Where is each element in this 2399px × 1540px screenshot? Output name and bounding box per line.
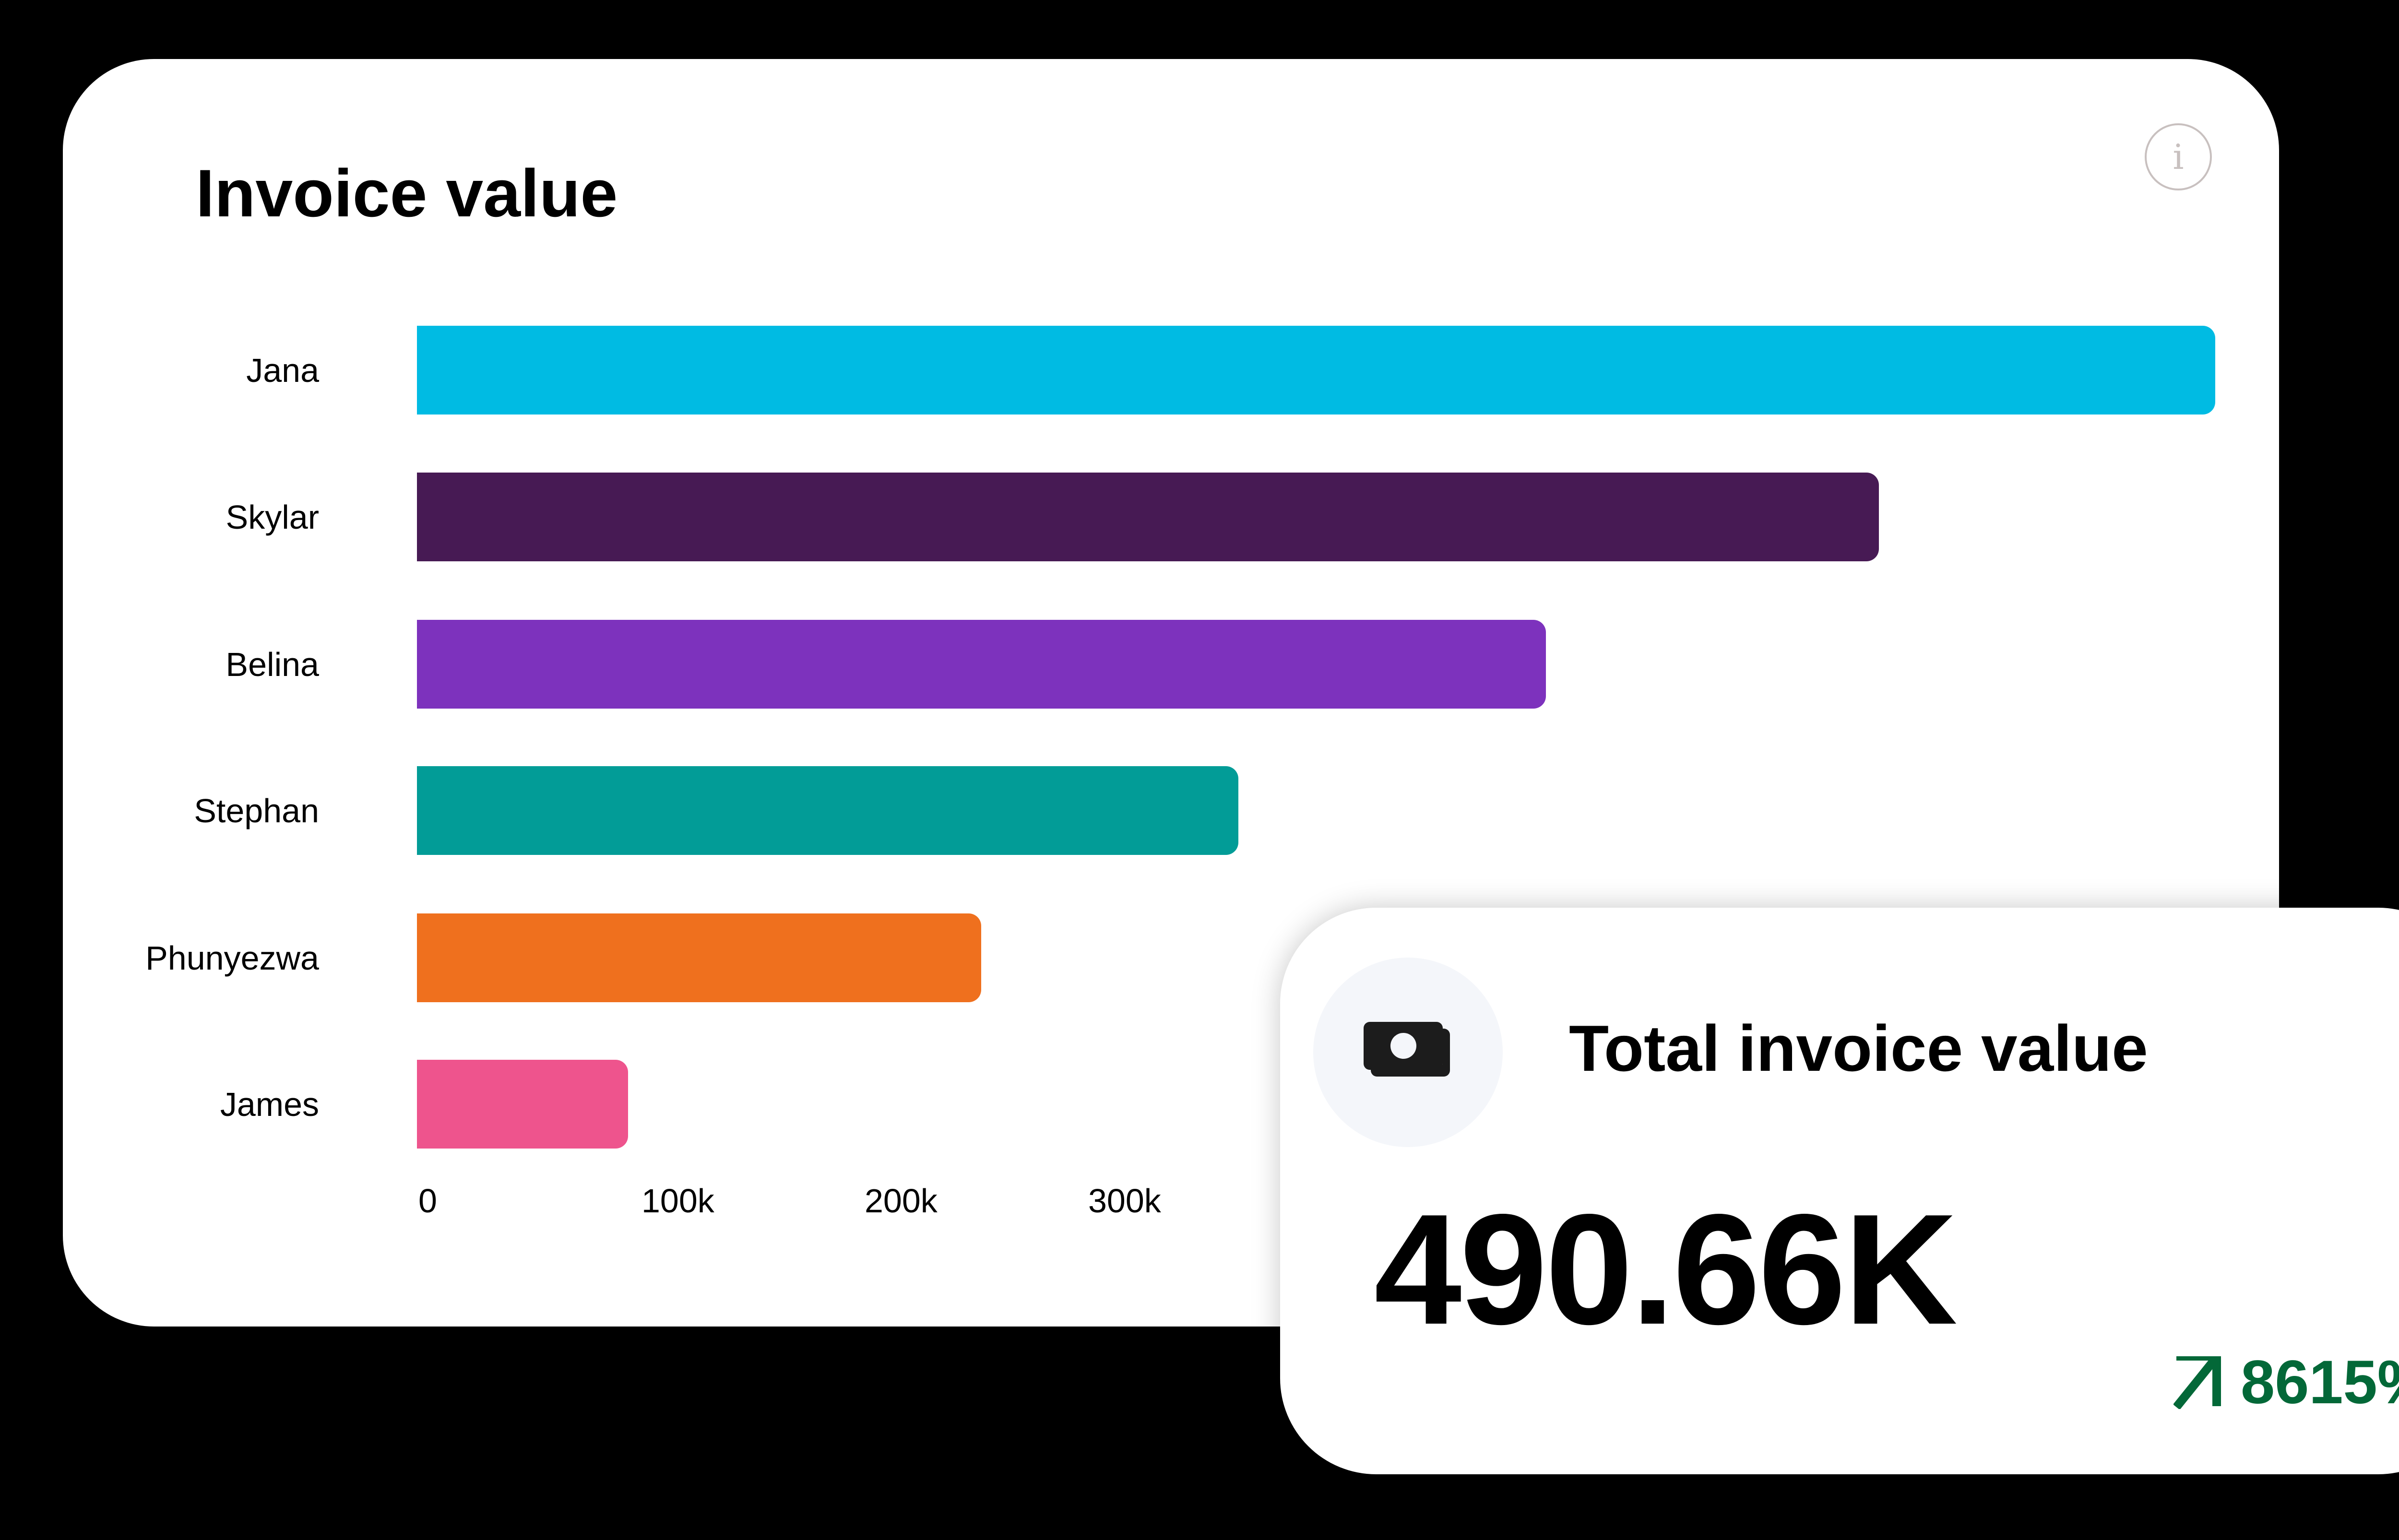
total-invoice-value-card: Total invoice value 490.66K 8615%: [1280, 908, 2399, 1474]
kpi-title: Total invoice value: [1569, 1012, 2148, 1085]
trend-value: 8615%: [2241, 1348, 2399, 1417]
x-axis-tick: 300k: [1088, 1182, 1161, 1220]
y-axis-label: James: [220, 1085, 319, 1123]
x-axis-tick: 200k: [865, 1182, 938, 1220]
bar-row-belina: Belina: [63, 620, 2279, 709]
trend-indicator: 8615%: [2173, 1352, 2399, 1413]
kpi-icon-container: [1313, 958, 1503, 1147]
y-axis-label: Jana: [246, 351, 319, 389]
y-axis-label: Stephan: [194, 792, 319, 829]
info-glyph: i: [2173, 137, 2184, 177]
bar-skylar[interactable]: [417, 473, 1879, 561]
arrow-up-right-icon: [2173, 1356, 2221, 1409]
bar-row-stephan: Stephan: [63, 766, 2279, 855]
invoice-value-chart-card: Invoice value i Jana Skylar Belina Steph…: [63, 59, 2279, 1327]
y-axis-label: Belina: [226, 645, 319, 683]
bar-phunyezwa[interactable]: [417, 913, 981, 1002]
x-axis-tick: 100k: [641, 1182, 714, 1220]
x-axis-tick: 0: [418, 1182, 437, 1220]
bar-row-phunyezwa: Phunyezwa: [63, 913, 2279, 1002]
bar-row-skylar: Skylar: [63, 473, 2279, 561]
money-stack-icon: [1361, 1020, 1450, 1077]
y-axis-label: Skylar: [226, 498, 319, 536]
bar-james[interactable]: [417, 1060, 628, 1149]
kpi-value: 490.66K: [1374, 1181, 1958, 1357]
bar-belina[interactable]: [417, 620, 1546, 709]
bar-jana[interactable]: [417, 326, 2215, 415]
bar-row-jana: Jana: [63, 326, 2279, 415]
bar-stephan[interactable]: [417, 766, 1238, 855]
info-icon[interactable]: i: [2145, 123, 2212, 190]
bar-row-james: James: [63, 1060, 2279, 1149]
chart-title: Invoice value: [196, 155, 618, 231]
y-axis-label: Phunyezwa: [145, 939, 319, 977]
